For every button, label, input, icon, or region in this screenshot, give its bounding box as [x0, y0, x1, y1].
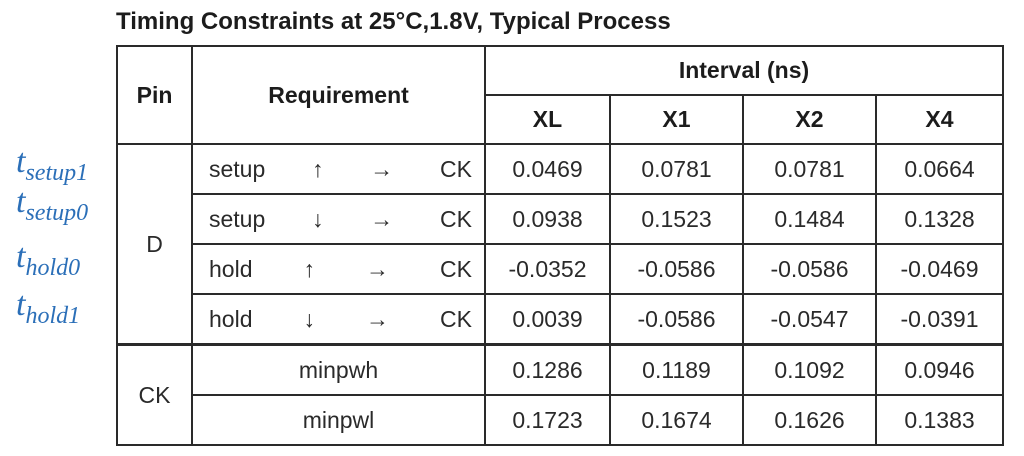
requirement-cell: setup ↑ → CK [191, 143, 486, 195]
value-cell: 0.1484 [742, 193, 877, 245]
value-cell: -0.0391 [875, 293, 1004, 346]
edge-up-arrow-icon: ↑ [303, 255, 316, 282]
value-cell: 0.0938 [484, 193, 611, 245]
right-arrow-icon: → [370, 205, 394, 232]
requirement-ref: CK [440, 155, 472, 182]
value-cell: -0.0586 [742, 243, 877, 295]
table-row: setup ↓ → CK 0.0938 0.1523 0.1484 0.1328 [117, 193, 1004, 245]
pin-cell-d: D [116, 143, 193, 346]
header-col-x4: X4 [875, 94, 1004, 145]
pin-cell-ck: CK [116, 343, 193, 446]
value-cell: 0.0781 [609, 143, 744, 195]
value-cell: 0.1674 [609, 394, 744, 446]
edge-up-arrow-icon: ↑ [312, 155, 324, 182]
requirement-type: setup [209, 155, 266, 182]
annotation-t-setup1: tsetup1 [16, 143, 89, 186]
value-cell: -0.0547 [742, 293, 877, 346]
right-arrow-icon: → [366, 255, 390, 282]
requirement-ref: CK [440, 255, 472, 282]
value-cell: 0.1383 [875, 394, 1004, 446]
value-cell: 0.1626 [742, 394, 877, 446]
header-pin: Pin [116, 45, 193, 145]
annotation-t-hold1: thold1 [16, 286, 81, 329]
header-interval: Interval (ns) [484, 45, 1004, 96]
requirement-cell: minpwh [191, 343, 486, 396]
value-cell: 0.0946 [875, 343, 1004, 396]
value-cell: 0.0469 [484, 143, 611, 195]
value-cell: -0.0586 [609, 293, 744, 346]
table-row: hold ↓ → CK 0.0039 -0.0586 -0.0547 -0.03… [117, 293, 1004, 346]
table-row: CK minpwh 0.1286 0.1189 0.1092 0.0946 [116, 343, 1004, 446]
header-col-x2: X2 [742, 94, 877, 145]
value-cell: 0.1523 [609, 193, 744, 245]
value-cell: 0.0664 [875, 143, 1004, 195]
requirement-cell: hold ↑ → CK [191, 243, 486, 295]
requirement-cell: minpwl [191, 394, 486, 446]
value-cell: 0.1189 [609, 343, 744, 396]
right-arrow-icon: → [366, 305, 390, 332]
value-cell: 0.1328 [875, 193, 1004, 245]
requirement-cell: setup ↓ → CK [191, 193, 486, 245]
table-row: minpwl 0.1723 0.1674 0.1626 0.1383 [117, 394, 1004, 446]
edge-down-arrow-icon: ↓ [312, 205, 324, 232]
requirement-type: setup [209, 205, 266, 232]
table-title: Timing Constraints at 25°C,1.8V, Typical… [116, 8, 671, 35]
value-cell: -0.0352 [484, 243, 611, 295]
value-cell: 0.1092 [742, 343, 877, 396]
timing-table: Pin Requirement Interval (ns) XL X1 X2 X… [116, 45, 1004, 446]
requirement-type: hold [209, 255, 253, 282]
requirement-cell: hold ↓ → CK [191, 293, 486, 346]
requirement-ref: CK [440, 305, 472, 332]
right-arrow-icon: → [370, 155, 394, 182]
edge-down-arrow-icon: ↓ [303, 305, 316, 332]
header-col-x1: X1 [609, 94, 744, 145]
value-cell: -0.0586 [609, 243, 744, 295]
value-cell: 0.0039 [484, 293, 611, 346]
table-row: hold ↑ → CK -0.0352 -0.0586 -0.0586 -0.0… [117, 243, 1004, 295]
value-cell: 0.1286 [484, 343, 611, 396]
annotation-t-hold0: thold0 [16, 238, 81, 281]
requirement-type: hold [209, 305, 253, 332]
value-cell: -0.0469 [875, 243, 1004, 295]
value-cell: 0.0781 [742, 143, 877, 195]
requirement-ref: CK [440, 205, 472, 232]
table-row: D setup ↑ → CK 0.0469 0.0781 0.0781 0.06… [116, 143, 1004, 346]
value-cell: 0.1723 [484, 394, 611, 446]
annotation-t-setup0: tsetup0 [16, 183, 89, 226]
header-col-xl: XL [484, 94, 611, 145]
header-requirement: Requirement [191, 45, 486, 145]
